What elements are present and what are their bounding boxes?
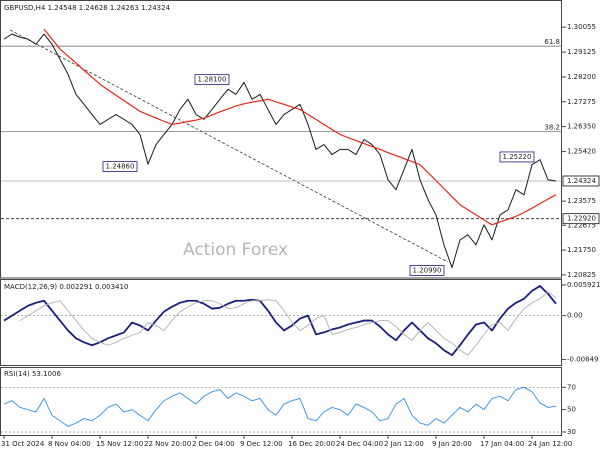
y-tick-label: 1.30055 bbox=[567, 23, 596, 31]
y-tick-label: 30 bbox=[567, 428, 576, 436]
x-tick-label: 9 Dec 12:00 bbox=[240, 440, 283, 448]
fib-label: 38.2 bbox=[544, 123, 560, 131]
y-tick-label: 70 bbox=[567, 383, 576, 391]
support-box bbox=[562, 213, 600, 225]
price-label: 1.24860 bbox=[106, 163, 135, 171]
price-label-box bbox=[194, 74, 230, 86]
y-tick-label: 1.23575 bbox=[567, 197, 596, 205]
last-price-box bbox=[562, 175, 600, 187]
fib-label: 61.8 bbox=[544, 38, 560, 46]
price-label-box bbox=[409, 265, 445, 276]
y-tick-label: 1.27275 bbox=[567, 98, 596, 106]
x-tick-label: 24 Dec 04:00 bbox=[336, 440, 383, 448]
price-label: 1.20990 bbox=[413, 266, 442, 274]
x-tick-label: 8 Nov 04:00 bbox=[48, 440, 91, 448]
price-panel bbox=[0, 0, 562, 279]
series-line bbox=[3, 285, 557, 357]
y-tick-label: 1.29125 bbox=[567, 48, 596, 56]
x-tick-label: 16 Dec 20:00 bbox=[288, 440, 335, 448]
chart-title: GBPUSD,H4 1.24548 1.24626 1.24263 1.2432… bbox=[4, 4, 171, 12]
y-tick-label: 1.25420 bbox=[567, 148, 596, 156]
series-line bbox=[19, 291, 557, 356]
price-label-box bbox=[499, 151, 535, 163]
y-tick-label: 0.005921 bbox=[567, 281, 600, 289]
macd-title: MACD(12,26,9) 0.002291 0.003410 bbox=[4, 283, 128, 291]
y-tick-label: 1.26350 bbox=[567, 123, 596, 131]
price-label-box bbox=[102, 161, 138, 173]
series-line bbox=[3, 386, 557, 427]
y-tick-label: 1.20825 bbox=[567, 271, 596, 279]
rsi-panel bbox=[0, 367, 562, 436]
series-line bbox=[3, 33, 557, 269]
x-tick-label: 22 Nov 20:00 bbox=[144, 440, 191, 448]
macd-panel bbox=[0, 279, 562, 366]
series-line bbox=[43, 28, 557, 226]
x-tick-label: 24 Jan 12:00 bbox=[528, 440, 572, 448]
y-tick-label: 1.22675 bbox=[567, 221, 596, 229]
x-tick-label: 15 Nov 12:00 bbox=[96, 440, 143, 448]
last-price-label: 1.24324 bbox=[567, 177, 596, 185]
rsi-title: RSI(14) 53.1006 bbox=[4, 370, 61, 378]
price-label: 1.28100 bbox=[198, 76, 227, 84]
y-tick-label: 50 bbox=[567, 406, 576, 414]
price-label: 1.25220 bbox=[503, 153, 532, 161]
y-tick-label: 1.28200 bbox=[567, 73, 596, 81]
y-tick-label: 0.00 bbox=[567, 312, 583, 320]
x-tick-label: 2 Jan 12:00 bbox=[384, 440, 424, 448]
x-tick-label: 2 Dec 04:00 bbox=[192, 440, 235, 448]
y-tick-label: 1.21750 bbox=[567, 246, 596, 254]
x-tick-label: 31 Oct 2024 bbox=[1, 440, 45, 448]
x-tick-label: 17 Jan 04:00 bbox=[480, 440, 524, 448]
support-label: 1.22920 bbox=[567, 215, 596, 223]
x-tick-label: 9 Jan 20:00 bbox=[432, 440, 472, 448]
y-tick-label: -0.00849 bbox=[567, 356, 598, 364]
watermark: Action Forex bbox=[183, 240, 288, 260]
